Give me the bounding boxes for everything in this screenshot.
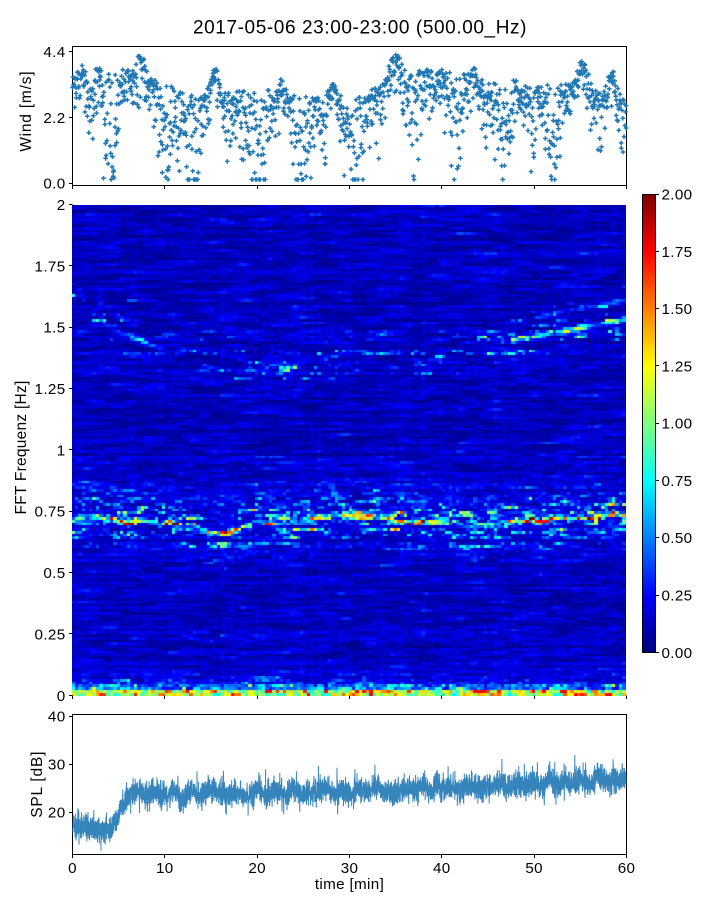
svg-text:20: 20 bbox=[48, 805, 66, 822]
svg-text:0.00: 0.00 bbox=[662, 645, 693, 662]
svg-text:30: 30 bbox=[48, 757, 66, 774]
svg-text:0.75: 0.75 bbox=[35, 504, 66, 521]
svg-text:1.75: 1.75 bbox=[662, 244, 693, 261]
svg-text:SPL [dB]: SPL [dB] bbox=[29, 751, 46, 818]
svg-text:0.0: 0.0 bbox=[43, 176, 65, 193]
svg-text:0.5: 0.5 bbox=[43, 565, 65, 582]
svg-text:Wind [m/s]: Wind [m/s] bbox=[18, 71, 35, 152]
svg-text:4.4: 4.4 bbox=[43, 44, 65, 61]
svg-text:1.25: 1.25 bbox=[35, 381, 66, 398]
svg-text:0: 0 bbox=[57, 688, 66, 705]
svg-text:2: 2 bbox=[57, 197, 66, 214]
svg-text:1.50: 1.50 bbox=[662, 301, 693, 318]
svg-text:2.2: 2.2 bbox=[43, 110, 65, 127]
svg-text:1.00: 1.00 bbox=[662, 416, 693, 433]
svg-text:1.5: 1.5 bbox=[43, 320, 65, 337]
svg-text:0.25: 0.25 bbox=[35, 626, 66, 643]
svg-text:0.75: 0.75 bbox=[662, 473, 693, 490]
svg-text:10: 10 bbox=[156, 860, 174, 877]
svg-text:2.00: 2.00 bbox=[662, 187, 693, 204]
svg-text:FFT Frequenz [Hz]: FFT Frequenz [Hz] bbox=[13, 380, 30, 514]
svg-text:1: 1 bbox=[57, 442, 66, 459]
svg-text:2017-05-06 23:00-23:00 (500.00: 2017-05-06 23:00-23:00 (500.00_Hz) bbox=[193, 17, 527, 38]
svg-text:1.25: 1.25 bbox=[662, 358, 693, 375]
svg-text:1.75: 1.75 bbox=[35, 258, 66, 275]
svg-text:40: 40 bbox=[48, 709, 66, 726]
svg-text:30: 30 bbox=[341, 860, 359, 877]
svg-text:0: 0 bbox=[68, 860, 77, 877]
svg-text:60: 60 bbox=[618, 860, 636, 877]
svg-text:time [min]: time [min] bbox=[315, 876, 384, 893]
svg-text:0.25: 0.25 bbox=[662, 588, 693, 605]
svg-text:50: 50 bbox=[525, 860, 543, 877]
svg-text:0.50: 0.50 bbox=[662, 530, 693, 547]
svg-text:40: 40 bbox=[433, 860, 451, 877]
svg-text:20: 20 bbox=[248, 860, 266, 877]
